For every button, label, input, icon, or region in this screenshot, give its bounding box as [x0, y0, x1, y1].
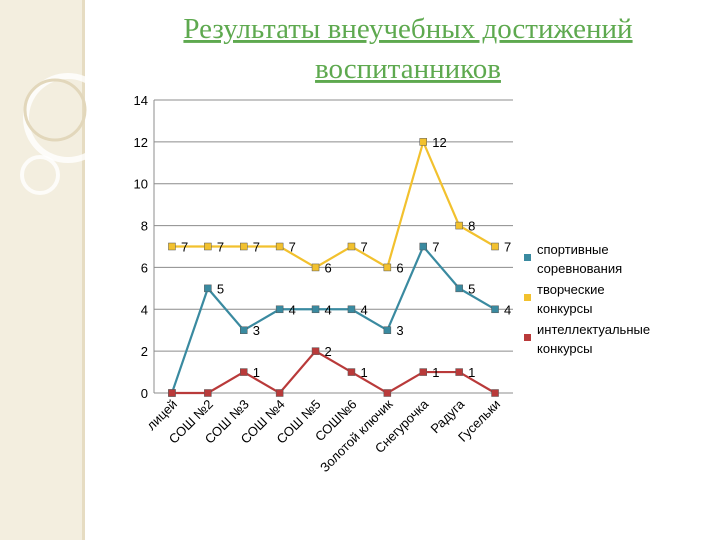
point: [168, 389, 176, 397]
point: [275, 242, 284, 251]
legend-marker: [524, 254, 531, 261]
point: [168, 242, 176, 251]
data-label: 7: [432, 240, 439, 255]
point: [204, 242, 212, 251]
legend-label-line: спортивные: [537, 242, 609, 257]
data-label: 7: [181, 240, 188, 255]
data-label: 4: [325, 302, 332, 317]
point: [204, 284, 212, 293]
deco-circle: [20, 155, 60, 195]
point: [311, 305, 320, 314]
series-line: [171, 138, 496, 270]
y-tick-label: 8: [141, 219, 148, 234]
point: [419, 242, 427, 251]
data-label: 7: [504, 240, 511, 255]
side-strip: [0, 0, 82, 540]
y-tick-label: 6: [141, 260, 148, 275]
point: [240, 242, 248, 251]
data-label: 8: [468, 219, 475, 234]
point: [419, 368, 427, 376]
data-label: 4: [289, 302, 296, 317]
point: [491, 305, 499, 314]
legend-marker: [524, 294, 531, 301]
point: [275, 389, 284, 397]
data-label: 2: [325, 344, 332, 359]
point: [347, 368, 356, 376]
series-line: [170, 244, 496, 394]
point: [347, 305, 356, 314]
point: [383, 263, 392, 272]
data-label: 3: [396, 323, 403, 338]
point: [455, 368, 463, 376]
legend-label-line: конкурсы: [537, 341, 593, 356]
data-label: 4: [504, 302, 511, 317]
y-tick-label: 14: [134, 93, 148, 108]
data-label: 7: [253, 240, 260, 255]
point: [383, 389, 392, 397]
legend-marker: [524, 334, 531, 341]
y-tick-label: 12: [134, 135, 148, 150]
point: [491, 389, 499, 397]
point: [455, 221, 463, 230]
data-label: 1: [253, 365, 260, 380]
side-edge: [82, 0, 85, 540]
point: [491, 242, 499, 251]
point: [347, 242, 356, 251]
point: [204, 389, 212, 397]
data-label: 6: [396, 260, 403, 275]
title-line: Результаты внеучебных достижений: [183, 13, 632, 45]
legend-label: интеллектуальные конкурсы: [537, 322, 650, 356]
point: [455, 284, 463, 293]
data-label: 7: [360, 240, 367, 255]
point: [240, 368, 248, 376]
title-line: воспитанников: [315, 53, 501, 85]
series-line: [171, 349, 496, 395]
point: [383, 326, 392, 334]
y-tick-label: 0: [141, 386, 148, 401]
point: [275, 305, 284, 314]
legend-label: спортивные соревнования: [537, 242, 622, 276]
data-label: 5: [468, 281, 475, 296]
point: [240, 326, 248, 334]
data-label: 1: [360, 365, 367, 380]
data-label: 7: [289, 240, 296, 255]
legend-label: творческие конкурсы: [537, 282, 605, 316]
data-label: 5: [217, 281, 224, 296]
point: [419, 138, 427, 146]
point: [311, 263, 320, 272]
point: [311, 347, 320, 355]
data-label: 1: [468, 365, 475, 380]
data-label: 3: [253, 323, 260, 338]
data-label: 7: [217, 240, 224, 255]
data-label: 4: [360, 302, 367, 317]
legend-label-line: интеллектуальные: [537, 322, 650, 337]
deco-circle: [23, 78, 87, 142]
data-label: 12: [432, 135, 446, 150]
data-label: 1: [432, 365, 439, 380]
y-tick-label: 4: [141, 302, 148, 317]
y-tick-label: 2: [141, 344, 148, 359]
y-tick-label: 10: [134, 177, 148, 192]
legend-label-line: творческие: [537, 282, 605, 297]
data-label: 6: [325, 260, 332, 275]
legend-label-line: соревнования: [537, 261, 622, 276]
legend-label-line: конкурсы: [537, 301, 593, 316]
